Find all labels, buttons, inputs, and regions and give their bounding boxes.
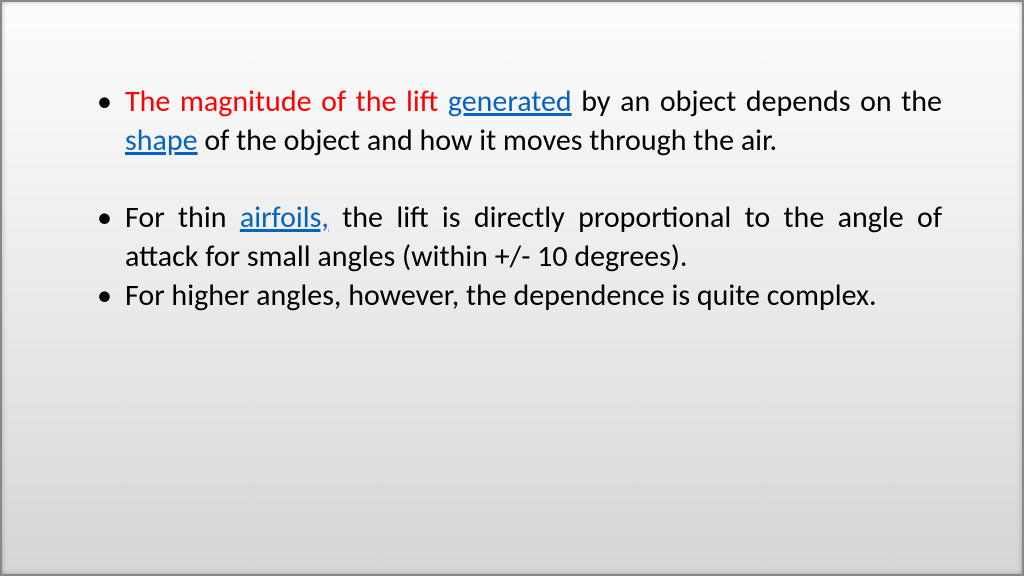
slide-frame: The magnitude of the lift generated by a… [0,0,1024,576]
link-shape[interactable]: shape [125,122,198,159]
bullet-2: For thin airfoils, the lift is directly … [97,198,942,276]
bullet-1: The magnitude of the lift generated by a… [97,82,942,160]
bullet-3-text: For higher angles, however, the dependen… [125,277,877,314]
bullet-3: For higher angles, however, the dependen… [97,276,942,315]
bullet-2-pre: For thin [125,199,240,236]
link-generated[interactable]: generated [448,83,572,120]
bullet-1-red-text: The magnitude of the lift [125,83,448,120]
bullet-1-mid: by an object depends on the [572,83,942,120]
bullet-1-tail: of the object and how it moves through t… [198,122,778,159]
spacer [97,160,942,198]
bullet-list: The magnitude of the lift generated by a… [97,82,942,315]
slide-content: The magnitude of the lift generated by a… [97,82,942,315]
link-airfoils[interactable]: airfoils, [240,199,329,236]
